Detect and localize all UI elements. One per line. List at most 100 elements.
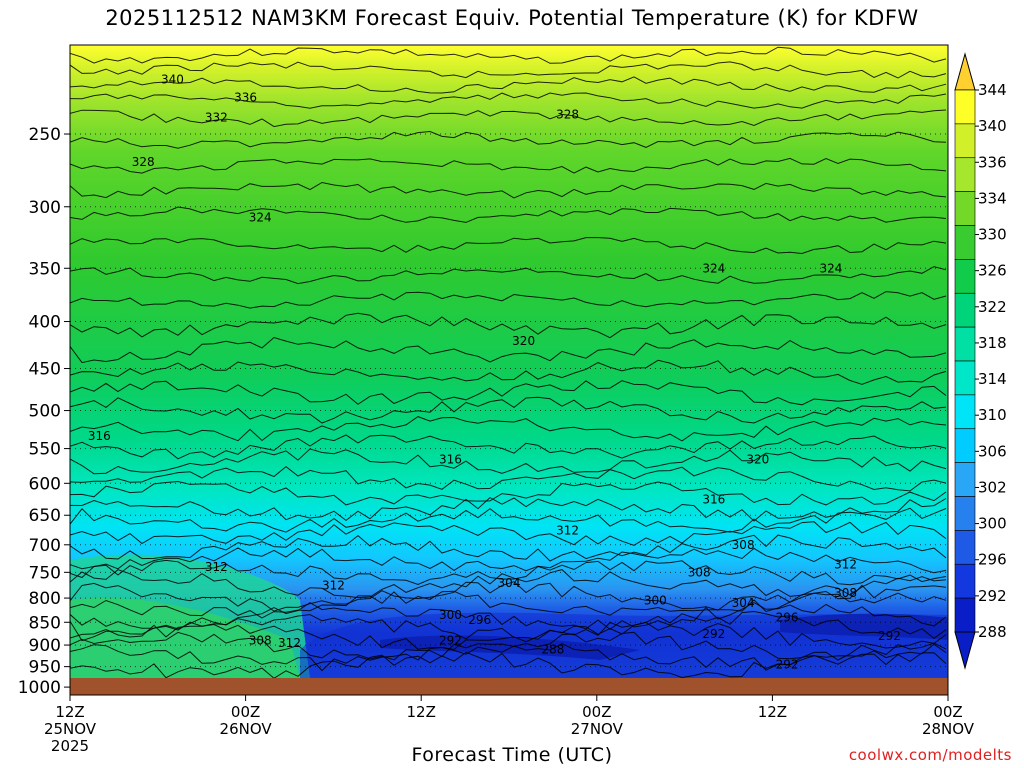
contour-label: 324 — [702, 261, 725, 275]
y-tick-label: 950 — [29, 658, 61, 678]
colorbar-label: 330 — [978, 226, 1007, 244]
x-tick-label: 12Z — [407, 703, 436, 721]
colorbar-segment — [954, 326, 976, 362]
y-tick-label: 250 — [29, 125, 61, 145]
contour-line — [70, 480, 947, 506]
contour-label: 300 — [644, 594, 667, 608]
colorbar-segment — [954, 89, 976, 125]
contour-label: 292 — [776, 658, 799, 672]
contour-line — [70, 569, 947, 599]
colorbar-bottom-arrow — [954, 631, 976, 670]
contour-line — [70, 590, 947, 619]
y-tick-label: 400 — [29, 313, 61, 333]
colorbar-segment — [954, 360, 976, 396]
contour-label: 316 — [439, 452, 462, 466]
contour-line — [70, 651, 947, 678]
contour-line — [70, 181, 947, 199]
contour-line — [70, 602, 947, 631]
colorbar-segment — [954, 259, 976, 294]
y-tick-label: 300 — [29, 198, 61, 218]
contour-line — [70, 291, 947, 309]
y-tick-label: 550 — [29, 440, 61, 460]
contour-line — [70, 130, 947, 149]
colorbar-segment — [954, 292, 976, 328]
colorbar-segment — [954, 496, 976, 531]
colorbar-segment — [954, 563, 976, 599]
contour-line — [70, 621, 947, 651]
surface-warm-region — [70, 598, 300, 678]
contour-label: 296 — [468, 613, 491, 627]
contour-label: 292 — [878, 629, 901, 643]
y-tick-label: 850 — [29, 613, 61, 633]
x-tick-label: 26NOV — [220, 720, 273, 738]
contour-line — [70, 465, 947, 492]
y-tick-label: 500 — [29, 402, 61, 422]
contour-label: 312 — [322, 578, 345, 592]
colorbar-segment — [954, 597, 976, 633]
y-axis: 250 300 350 400 450 500 550 600 650 700 750 800 850 9… — [18, 125, 70, 698]
contour-line — [70, 534, 947, 562]
contour-line — [70, 312, 947, 339]
contour-line — [70, 559, 947, 586]
y-tick-label: 1000 — [18, 678, 61, 698]
contour-label: 324 — [249, 210, 272, 224]
contour-line — [70, 521, 947, 546]
contour-label: 308 — [732, 538, 755, 552]
contour-label: 316 — [88, 429, 111, 443]
colorbar: 344 340 336 334 330 326 322 318 314 310 306 302 300 2… — [954, 52, 1007, 670]
colorbar-segment — [954, 191, 976, 226]
contour-label: 300 — [439, 608, 462, 622]
contour-field — [70, 45, 948, 678]
contour-label: 308 — [834, 586, 857, 600]
x-tick-label: 12Z — [758, 703, 787, 721]
contour-label: 312 — [834, 557, 857, 571]
contour-label: 296 — [776, 611, 799, 625]
ground-bar — [70, 678, 948, 695]
contour-line — [70, 157, 947, 174]
contour-line — [70, 396, 947, 424]
contour-label: 312 — [278, 636, 301, 650]
contour-label: 304 — [498, 576, 521, 590]
contour-label: 312 — [556, 523, 579, 537]
colorbar-label: 292 — [978, 587, 1007, 605]
y-tick-label: 700 — [29, 536, 61, 556]
colorbar-label: 288 — [978, 623, 1007, 641]
y-tick-label: 600 — [29, 474, 61, 494]
contour-label: 308 — [688, 565, 711, 579]
colorbar-label: 334 — [978, 189, 1007, 207]
colorbar-label: 336 — [978, 153, 1007, 171]
contour-label: 340 — [161, 72, 184, 86]
colorbar-segment — [954, 225, 976, 260]
colorbar-label: 314 — [978, 370, 1007, 388]
x-tick-label: 00Z — [231, 703, 260, 721]
colorbar-label: 322 — [978, 298, 1007, 316]
y-tick-label: 800 — [29, 589, 61, 609]
contour-label: 288 — [541, 642, 564, 656]
contour-line — [70, 61, 947, 79]
colorbar-label: 306 — [978, 442, 1007, 460]
contour-label: 316 — [702, 493, 725, 507]
y-tick-label: 900 — [29, 636, 61, 656]
contour-label: 304 — [732, 596, 755, 610]
y-tick-label: 450 — [29, 360, 61, 380]
contour-label: 308 — [249, 634, 272, 648]
contour-label: 320 — [512, 334, 535, 348]
contour-line — [70, 336, 947, 364]
chart-title: 2025112512 NAM3KM Forecast Equiv. Potent… — [105, 6, 919, 30]
contour-label: 332 — [205, 111, 228, 125]
contour-line — [70, 507, 947, 533]
colorbar-label: 302 — [978, 478, 1007, 496]
y-tick-label: 750 — [29, 563, 61, 583]
contour-lines — [70, 46, 947, 678]
colorbar-segment — [954, 462, 976, 497]
contour-line — [70, 266, 947, 285]
colorbar-label: 340 — [978, 117, 1007, 135]
colorbar-label: 296 — [978, 551, 1007, 569]
contour-line — [70, 643, 947, 672]
x-tick-label: 28NOV — [922, 720, 975, 738]
colorbar-label: 326 — [978, 262, 1007, 280]
colorbar-segment — [954, 123, 976, 159]
colorbar-segment — [954, 157, 976, 192]
x-tick-label: 2025 — [51, 737, 89, 755]
